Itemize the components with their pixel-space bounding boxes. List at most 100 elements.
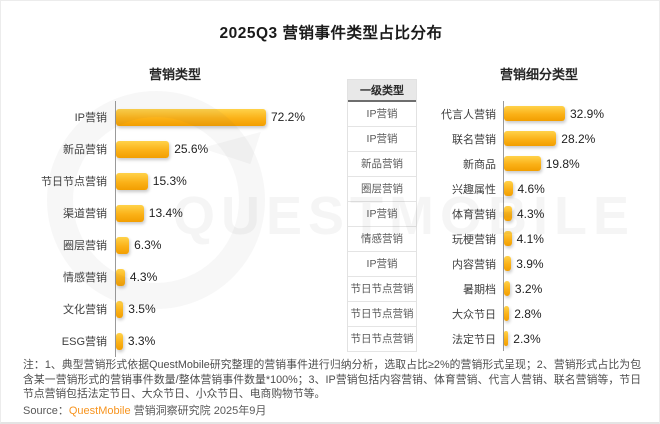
bar: [504, 181, 513, 196]
category-label: 代言人营销: [441, 108, 496, 121]
bar-zone: 2.8%: [503, 301, 659, 326]
table-row: 节日节点营销: [348, 327, 416, 352]
value-label: 3.2%: [514, 281, 543, 296]
left-chart-title: 营销类型: [148, 67, 201, 82]
bar: [116, 172, 148, 190]
bar-zone: 3.2%: [503, 276, 659, 301]
chart-row: 兴趣属性 4.6%: [419, 176, 659, 201]
table-row: IP营销: [348, 202, 416, 227]
category-label: 玩梗营销: [452, 233, 496, 246]
marketing-subtype-chart: 营销细分类型 代言人营销 32.9% 联名营销 28.2% 新商品 19.8% 兴趣属性 4.…: [419, 65, 659, 351]
category-label: IP营销: [74, 112, 107, 124]
bar: [116, 108, 266, 126]
source-line: Source：QuestMobile 营销洞察研究院 2025年9月: [23, 402, 266, 418]
chart-row: 圈层营销 6.3%: [25, 229, 325, 261]
bar: [504, 331, 509, 346]
bar-zone: 28.2%: [503, 126, 659, 151]
left-chart-rows: IP营销 72.2% 新品营销 25.6% 节日节点营销 15.3% 渠道营销 13.4% 圈层…: [25, 101, 325, 357]
bar: [116, 204, 144, 222]
value-label: 28.2%: [561, 131, 596, 146]
category-label: 联名营销: [452, 133, 496, 146]
table-row: 圈层营销: [348, 177, 416, 202]
chart-row: 玩梗营销 4.1%: [419, 226, 659, 251]
value-label: 15.3%: [152, 174, 187, 188]
value-label: 2.8%: [514, 306, 542, 321]
table-row: 新品营销: [348, 152, 416, 177]
source-suffix: 营销洞察研究院 2025年9月: [130, 405, 267, 417]
bar-zone: 3.3%: [115, 325, 325, 357]
chart-row: 内容营销 3.9%: [419, 251, 659, 276]
value-label: 3.3%: [127, 334, 156, 348]
chart-row: 文化营销 3.5%: [25, 293, 325, 325]
table-row: IP营销: [348, 102, 416, 127]
chart-row: ESG营销 3.3%: [25, 325, 325, 357]
chart-row: 体育营销 4.3%: [419, 201, 659, 226]
chart-row: IP营销 72.2%: [25, 101, 325, 133]
table-row: 情感营销: [348, 227, 416, 252]
source-prefix: Source：: [23, 405, 69, 417]
chart-row: 法定节日 2.3%: [419, 326, 659, 351]
value-label: 6.3%: [134, 238, 162, 252]
chart-row: 节日节点营销 15.3%: [25, 165, 325, 197]
category-label: 文化营销: [63, 304, 107, 316]
chart-row: 代言人营销 32.9%: [419, 101, 659, 126]
bar: [504, 231, 512, 246]
bar-zone: 4.1%: [503, 226, 659, 251]
category-label: 渠道营销: [63, 208, 107, 220]
table-header: 一级类型: [348, 80, 416, 102]
right-chart-title: 营销细分类型: [499, 67, 578, 82]
value-label: 4.1%: [516, 231, 544, 246]
right-chart-rows: 代言人营销 32.9% 联名营销 28.2% 新商品 19.8% 兴趣属性 4.6% 体育营销 4…: [419, 101, 659, 351]
value-label: 2.3%: [513, 331, 541, 346]
category-label: 兴趣属性: [452, 183, 496, 196]
value-label: 25.6%: [174, 142, 209, 156]
bar: [504, 206, 512, 221]
first-level-type-table: 一级类型 IP营销 IP营销 新品营销 圈层营销 IP营销 情感营销 IP营销 节日节点营销节…: [347, 79, 417, 352]
source-brand: QuestMobile: [68, 405, 131, 417]
value-label: 72.2%: [271, 110, 306, 124]
page-title: 2025Q3 营销事件类型占比分布: [219, 25, 443, 42]
bar-zone: 6.3%: [115, 229, 325, 261]
chart-row: 新品营销 25.6%: [25, 133, 325, 165]
bar-zone: 3.5%: [115, 293, 325, 325]
category-label: 体育营销: [452, 208, 496, 221]
bar-zone: 32.9%: [503, 101, 659, 126]
bar-zone: 13.4%: [115, 197, 325, 229]
bar: [116, 332, 123, 350]
category-label: 大众节日: [452, 308, 496, 321]
bar: [504, 106, 565, 121]
value-label: 32.9%: [570, 106, 605, 121]
value-label: 3.5%: [128, 302, 156, 316]
value-label: 4.3%: [517, 206, 545, 221]
chart-row: 情感营销 4.3%: [25, 261, 325, 293]
footnotes: 注：1、典型营销形式依据QuestMobile研究整理的营销事件进行归纳分析，选…: [23, 359, 641, 400]
table-row: 节日节点营销: [348, 277, 416, 302]
category-label: 内容营销: [452, 258, 496, 271]
bar-zone: 25.6%: [115, 133, 325, 165]
bar: [116, 300, 124, 318]
bar: [504, 256, 512, 271]
bar: [504, 131, 557, 146]
bar: [116, 268, 125, 286]
bar-zone: 4.3%: [503, 201, 659, 226]
bar-zone: 4.3%: [115, 261, 325, 293]
bar: [116, 140, 170, 158]
bar: [504, 156, 541, 171]
value-label: 4.3%: [129, 270, 158, 284]
value-label: 3.9%: [516, 256, 544, 271]
bar-zone: 19.8%: [503, 151, 659, 176]
bar-zone: 15.3%: [115, 165, 325, 197]
bar-zone: 72.2%: [115, 101, 325, 133]
chart-row: 联名营销 28.2%: [419, 126, 659, 151]
bar-zone: 2.3%: [503, 326, 659, 351]
category-label: 暑期档: [463, 283, 496, 296]
table-body: IP营销 IP营销 新品营销 圈层营销 IP营销 情感营销 IP营销 节日节点营销 节日节点营销…: [348, 102, 416, 352]
marketing-type-chart: 营销类型 IP营销 72.2% 新品营销 25.6% 节日节点营销 15.3% 渠道营销 13…: [25, 65, 325, 357]
chart-row: 新商品 19.8%: [419, 151, 659, 176]
table-row: IP营销: [348, 252, 416, 277]
bar: [116, 236, 130, 254]
bar-zone: 3.9%: [503, 251, 659, 276]
chart-row: 渠道营销 13.4%: [25, 197, 325, 229]
chart-row: 大众节日 2.8%: [419, 301, 659, 326]
